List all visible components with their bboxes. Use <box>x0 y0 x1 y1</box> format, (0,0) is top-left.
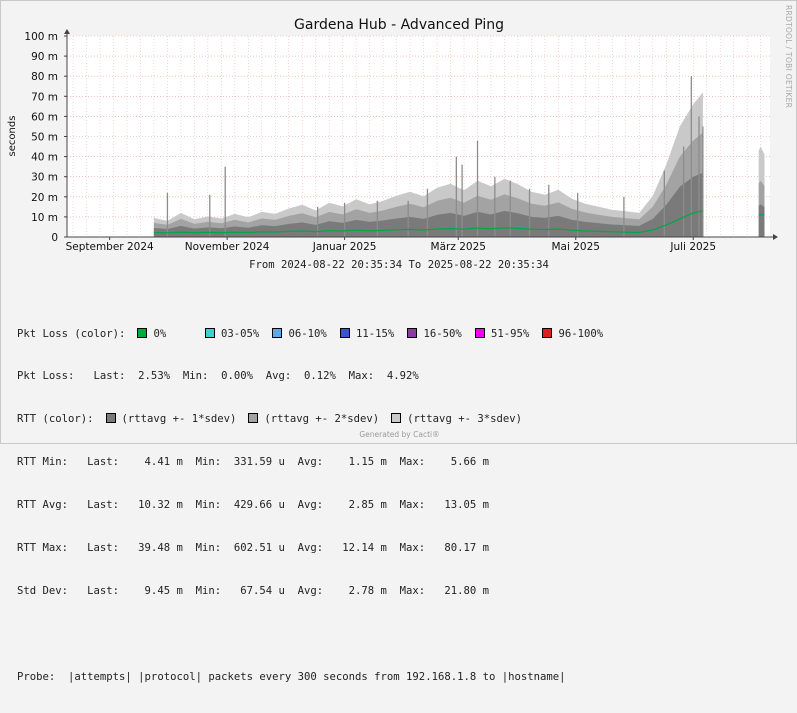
rrdtool-watermark: RRDTOOL / TOBI OETIKER <box>784 5 793 109</box>
graph-frame: Gardena Hub - Advanced Ping seconds 0 10 … <box>0 0 797 683</box>
pkt-loss-stats: Pkt Loss: Last: 2.53% Min: 0.00% Avg: 0.… <box>17 370 419 383</box>
chart-title: Gardena Hub - Advanced Ping <box>294 17 504 33</box>
pkt-loss-legend-item: 11-15% <box>339 327 408 341</box>
rtt-swatch-label: (rttavg +- 3*sdev) <box>407 413 522 426</box>
y-tick-label: 90 m <box>31 51 58 63</box>
footer-generated-by: Generated by Cacti® <box>359 430 440 439</box>
rtt-color-row: RTT (color): (rttavg +- 1*sdev) (rttavg +-… <box>17 412 610 426</box>
rtt-swatch <box>248 413 259 424</box>
rtt-swatch <box>391 413 402 424</box>
std-dev-stats: Std Dev: Last: 9.45 m Min: 67.54 u Avg: … <box>17 584 489 597</box>
pkt-loss-legend-item: 96-100% <box>542 327 610 341</box>
pkt-loss-swatch-label: 16-50% <box>423 327 462 340</box>
pkt-loss-swatch <box>474 327 485 338</box>
late-band-3 <box>758 204 765 237</box>
pkt-loss-swatch-label: 51-95% <box>490 327 530 340</box>
pkt-loss-items: 0% 03-05% 06-10% 11-15% 16-50% 51-95% 96-100% <box>125 327 610 341</box>
y-axis-label: seconds <box>7 116 18 157</box>
pkt-loss-swatch <box>339 327 350 338</box>
legend-spacer <box>17 627 610 641</box>
y-tick-label: 10 m <box>31 212 58 224</box>
rtt-legend-item: (rttavg +- 3*sdev) <box>391 412 522 426</box>
rtt-max-stats: RTT Max: Last: 39.48 m Min: 602.51 u Avg… <box>17 542 489 555</box>
y-tick-label: 30 m <box>31 172 58 184</box>
y-tick-label: 40 m <box>31 152 58 164</box>
x-tick-label: November 2024 <box>185 241 270 253</box>
rtt-items: (rttavg +- 1*sdev) (rttavg +- 2*sdev) (rtt… <box>94 413 522 425</box>
grid-lines <box>67 35 770 238</box>
band-1sdev <box>153 172 703 237</box>
y-tick-label: 50 m <box>31 132 58 144</box>
pkt-loss-swatch <box>542 327 553 338</box>
y-tick-label: 70 m <box>31 91 58 103</box>
y-axis-arrow <box>64 29 70 34</box>
y-tick-label: 60 m <box>31 111 58 123</box>
pkt-loss-legend-item: 51-95% <box>474 327 543 341</box>
pkt-loss-legend-item: 03-05% <box>204 327 273 341</box>
band-3sdev <box>153 92 703 237</box>
pkt-loss-legend-item: 06-10% <box>272 327 340 341</box>
rtt-min-stats: RTT Min: Last: 4.41 m Min: 331.59 u Avg:… <box>17 456 489 469</box>
y-tick-label: 80 m <box>31 71 58 83</box>
rtt-swatch-label: (rttavg +- 2*sdev) <box>264 413 380 426</box>
rtt-legend-item: (rttavg +- 1*sdev) <box>105 412 237 426</box>
rtt-avg-stats: RTT Avg: Last: 10.32 m Min: 429.66 u Avg… <box>17 499 489 512</box>
pkt-loss-swatch-label: 0% <box>153 327 167 340</box>
x-tick-labels: September 2024 November 2024 Januar 2025 Mä… <box>66 237 716 253</box>
rtt-avg-series <box>153 210 704 234</box>
y-tick-labels: 0 10 m 20 m 30 m 40 m 50 m 60 m 70 m 80 m 90 m 100… <box>24 31 67 244</box>
pkt-loss-legend-item: 0% <box>137 327 205 341</box>
rtt-legend-item: (rttavg +- 2*sdev) <box>248 412 379 426</box>
x-axis-arrow <box>773 234 778 240</box>
pkt-loss-swatch <box>204 327 215 338</box>
axes <box>64 29 778 240</box>
pkt-loss-color-label: Pkt Loss (color): <box>17 327 126 340</box>
legend-block: Pkt Loss (color): 0% 03-05% 06-10% 11-15% 16-… <box>17 298 610 713</box>
pkt-loss-swatch-label: 96-100% <box>558 327 604 340</box>
rtt-swatch <box>105 413 116 424</box>
ping-chart: Gardena Hub - Advanced Ping seconds 0 10 … <box>7 17 778 271</box>
rtt-avg-line <box>153 210 765 234</box>
pkt-loss-swatch <box>137 327 148 338</box>
x-tick-label: Mai 2025 <box>552 241 600 253</box>
rtt-color-label: RTT (color): <box>17 413 94 426</box>
x-tick-label: März 2025 <box>431 241 486 253</box>
pkt-loss-swatch <box>272 327 283 338</box>
y-tick-label: 100 m <box>24 31 58 43</box>
pkt-loss-swatch <box>407 327 418 338</box>
pkt-loss-swatch-label: 06-10% <box>288 327 327 340</box>
pkt-loss-legend-item: 16-50% <box>407 327 475 341</box>
x-tick-label: Januar 2025 <box>312 241 377 253</box>
band-2sdev <box>153 132 703 237</box>
pkt-loss-swatch-label: 03-05% <box>220 327 260 340</box>
x-tick-label: September 2024 <box>66 241 154 253</box>
probe-line: Probe: |attempts| |protocol| packets eve… <box>17 670 566 683</box>
pkt-loss-color-row: Pkt Loss (color): 0% 03-05% 06-10% 11-15% 16-… <box>17 327 610 341</box>
pkt-loss-swatch-label: 11-15% <box>355 327 395 340</box>
y-tick-label: 20 m <box>31 192 58 204</box>
chart-subtitle: From 2024-08-22 20:35:34 To 2025-08-22 2… <box>249 259 549 271</box>
y-tick-label: 0 <box>51 232 58 244</box>
x-tick-label: Juli 2025 <box>669 241 716 253</box>
rtt-swatch-label: (rttavg +- 1*sdev) <box>121 413 237 426</box>
